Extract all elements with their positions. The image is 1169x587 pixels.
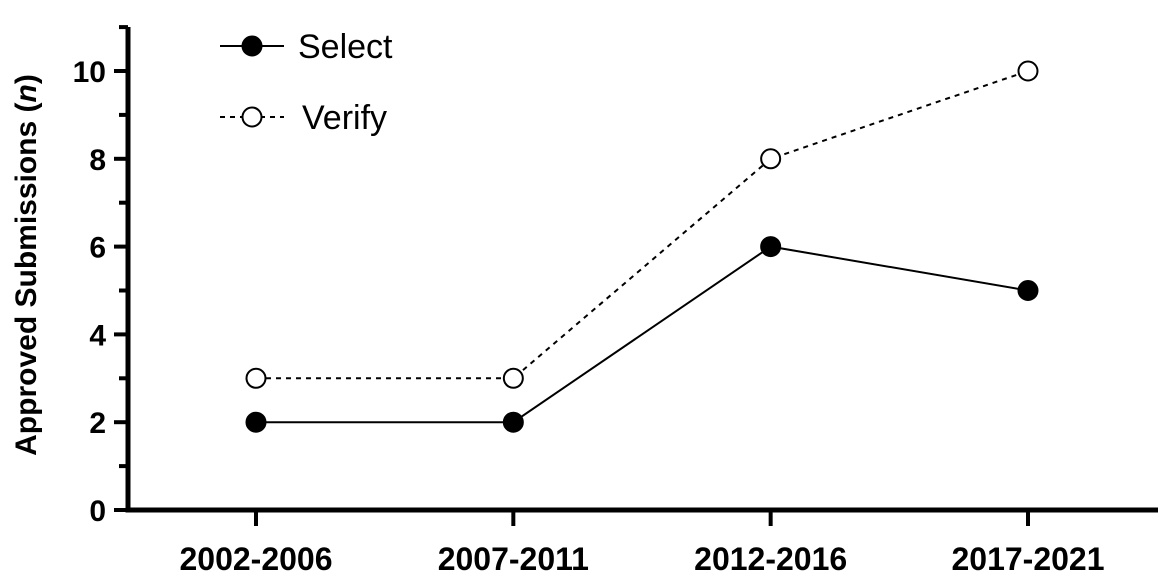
data-point-verify [502,367,524,389]
y-tick-label: 8 [89,144,106,177]
data-point-select [245,411,267,433]
series-line-select [256,245,1029,424]
legend-label-select: Select [298,28,393,66]
data-point-select [760,236,782,258]
legend: Select Verify [220,28,393,137]
y-axis-title-italic: n [10,84,43,102]
legend-item-verify: Verify [220,99,387,137]
y-axis-ticks: 0 2 4 6 8 10 [73,25,128,528]
data-point-verify [760,148,782,170]
data-point-select [502,411,524,433]
x-tick-label: 2012-2016 [694,541,847,577]
series-layer [245,60,1039,433]
y-axis-title: Approved Submissions (n) [10,74,43,456]
y-axis-title-text: Approved Submissions ( [10,102,43,455]
y-tick-label: 4 [89,319,106,352]
data-point-verify [1017,60,1039,82]
legend-marker-select [241,35,263,57]
data-point-select [1017,280,1039,301]
x-tick-label: 2017-2021 [951,541,1104,577]
x-tick-label: 2007-2011 [438,541,589,577]
y-axis-title-close: ) [10,74,43,84]
legend-label-verify: Verify [302,99,387,137]
data-point-verify [245,367,267,389]
x-tick-label: 2002-2006 [179,541,332,577]
y-tick-label: 2 [89,407,106,440]
x-axis-ticks: 2002-2006 2007-2011 2012-2016 2017-2021 [179,510,1105,577]
y-tick-label: 10 [73,56,106,89]
y-tick-label: 6 [89,232,106,265]
legend-marker-verify [241,106,263,128]
series-line-verify [256,70,1029,380]
axes [125,27,1158,513]
y-tick-label: 0 [89,495,106,528]
legend-item-select: Select [220,28,393,66]
